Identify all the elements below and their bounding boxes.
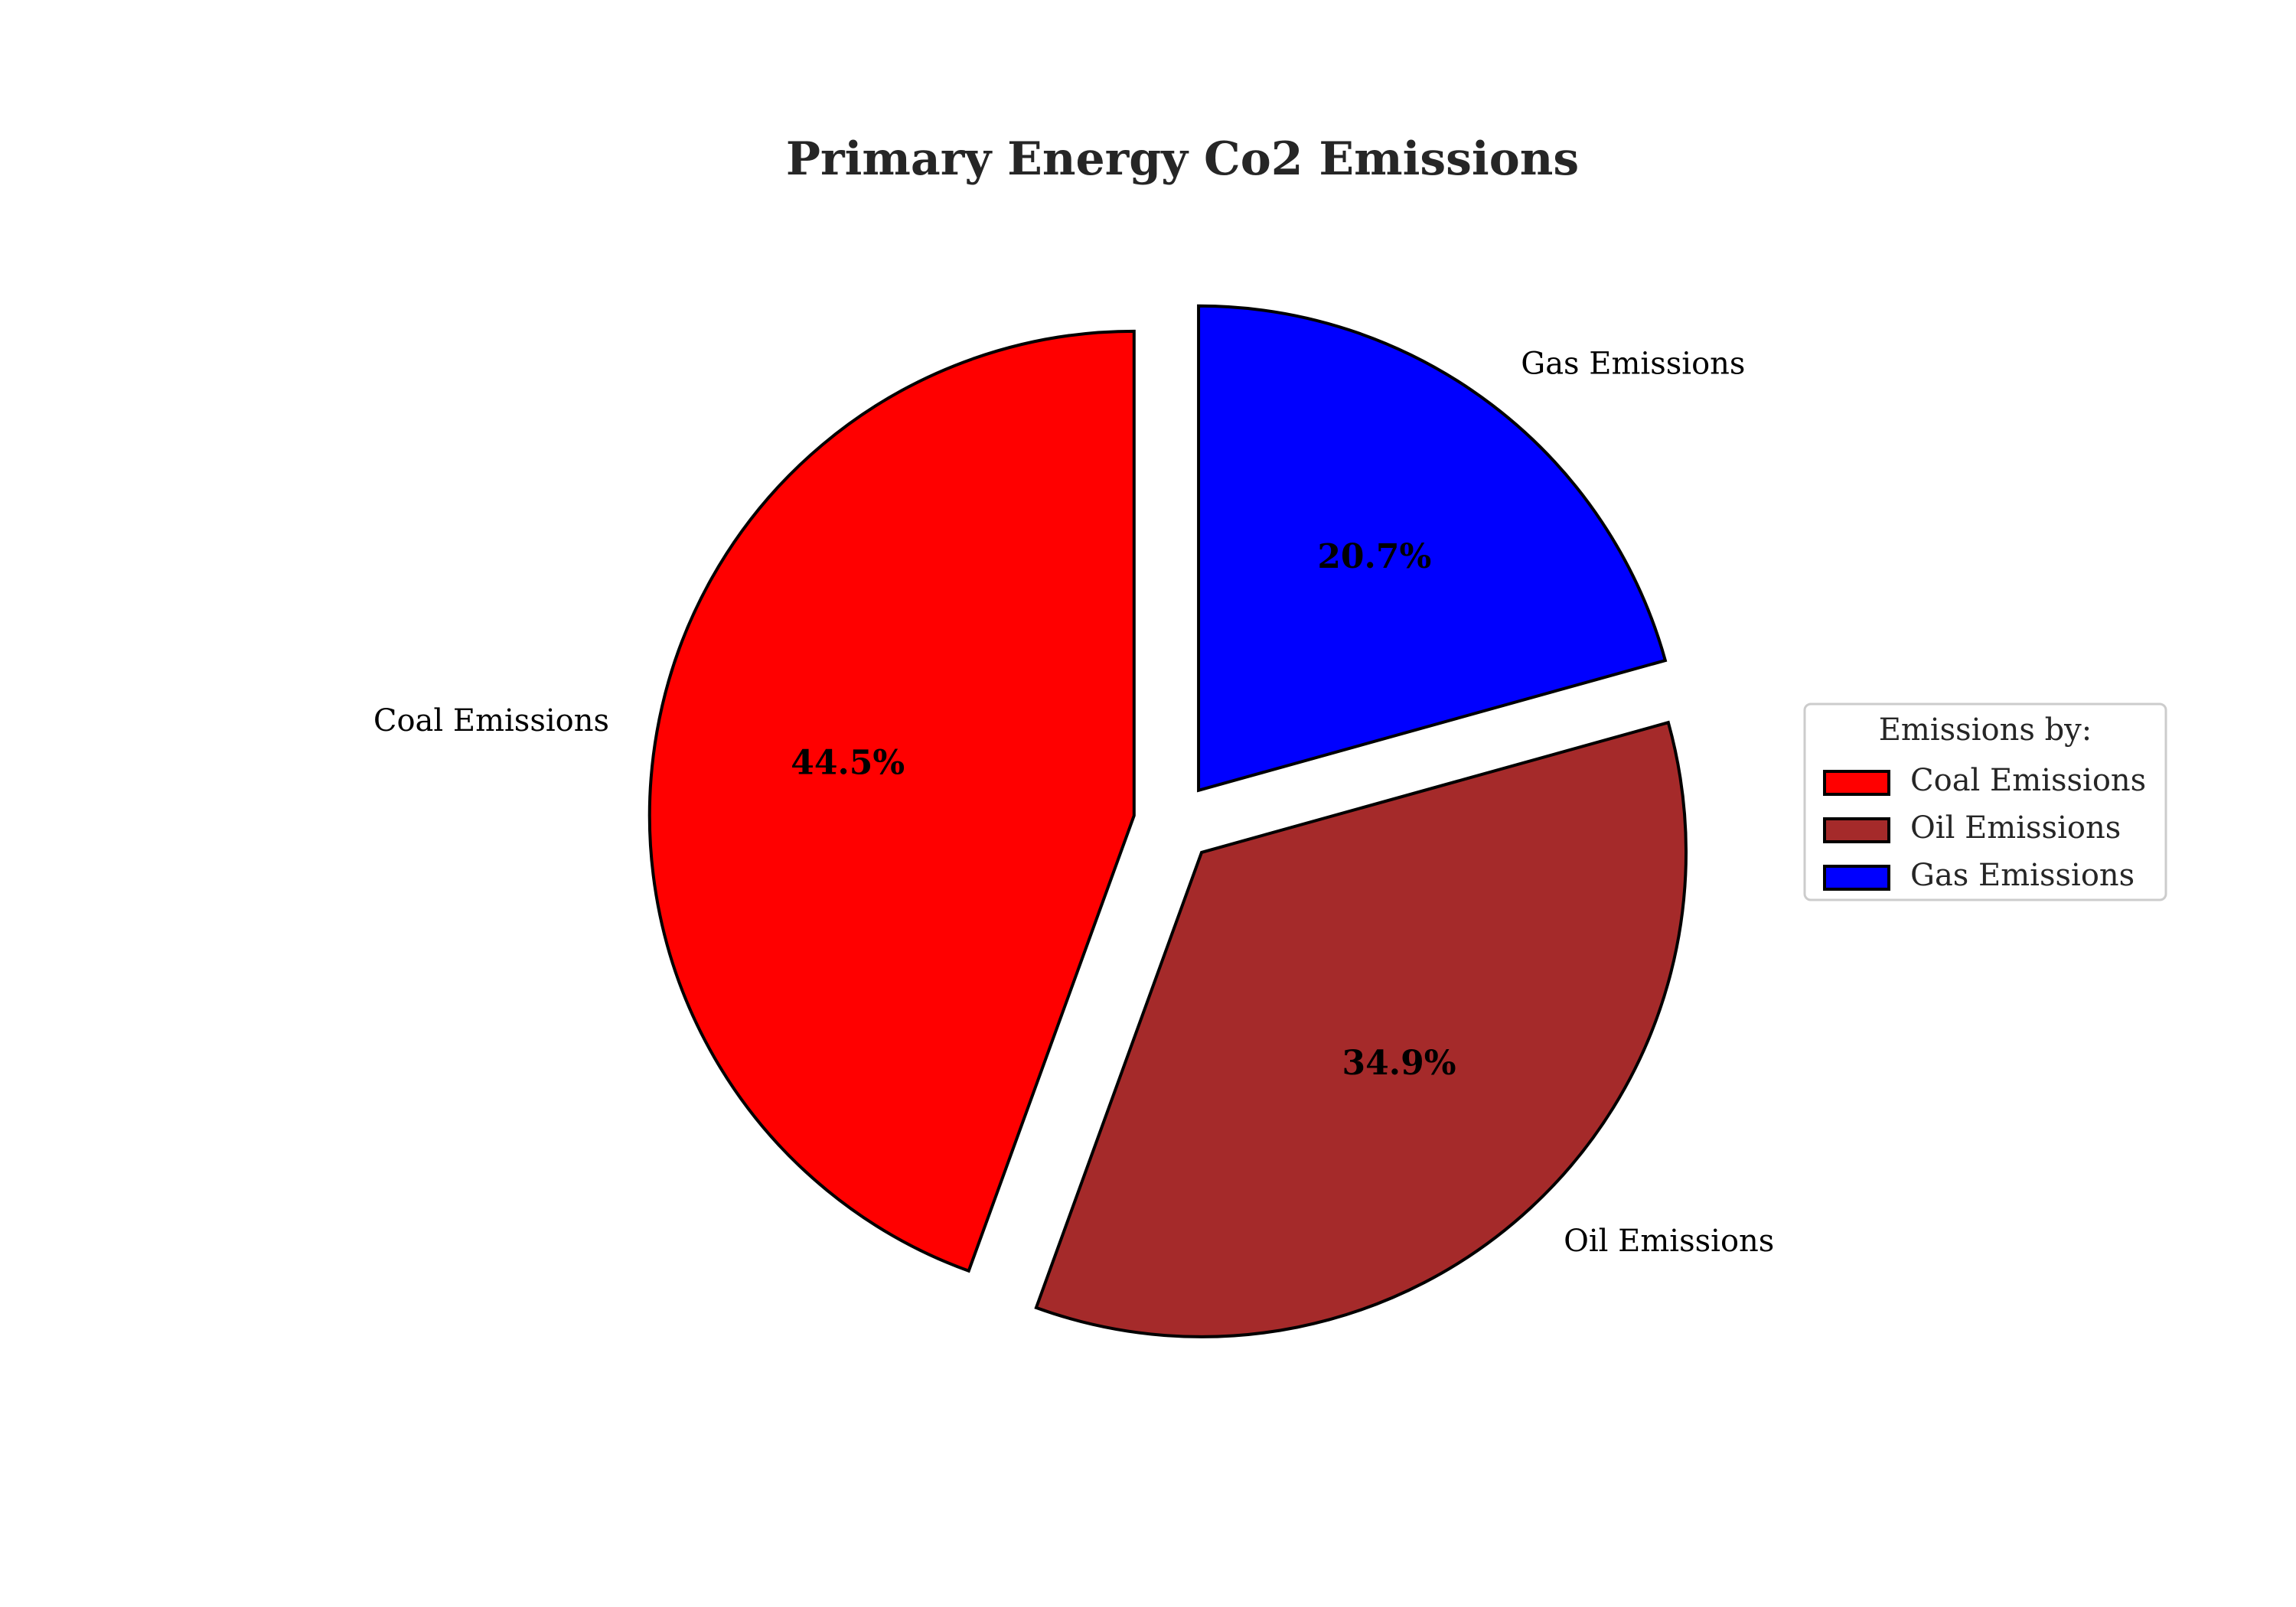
legend-items: Coal Emissions Oil Emissions Gas Emissions xyxy=(1823,763,2146,893)
pie-slice-oil-emissions xyxy=(1034,720,1688,1338)
pie-percent-labels: 44.5% 34.9% 20.7% xyxy=(791,537,1456,1083)
legend-swatch-coal-emissions xyxy=(1823,770,1890,796)
legend-swatch-gas-emissions xyxy=(1823,865,1890,891)
percent-label-gas-emissions: 20.7% xyxy=(1317,537,1431,576)
pie-slice-labels: Coal Emissions Oil Emissions Gas Emissions xyxy=(373,346,1774,1258)
slice-label-gas-emissions: Gas Emissions xyxy=(1521,346,1745,381)
percent-label-oil-emissions: 34.9% xyxy=(1342,1044,1456,1083)
legend-label-coal-emissions: Coal Emissions xyxy=(1910,763,2146,798)
chart-title: Primary Energy Co2 Emissions xyxy=(786,132,1579,186)
legend-swatch-oil-emissions xyxy=(1823,817,1890,843)
pie-slice-coal-emissions xyxy=(647,329,1136,1273)
slice-label-coal-emissions: Coal Emissions xyxy=(373,703,609,738)
pie-slices xyxy=(647,304,1688,1338)
legend-frame xyxy=(1803,702,2167,901)
percent-label-coal-emissions: 44.5% xyxy=(791,743,905,782)
legend-label-gas-emissions: Gas Emissions xyxy=(1910,858,2135,893)
pie-slice-gas-emissions xyxy=(1197,304,1668,793)
slice-label-oil-emissions: Oil Emissions xyxy=(1564,1224,1774,1259)
legend: Emissions by: Coal Emissions Oil Emission… xyxy=(1803,702,2167,901)
legend-label-oil-emissions: Oil Emissions xyxy=(1910,810,2121,846)
legend-title: Emissions by: xyxy=(1879,712,2092,748)
